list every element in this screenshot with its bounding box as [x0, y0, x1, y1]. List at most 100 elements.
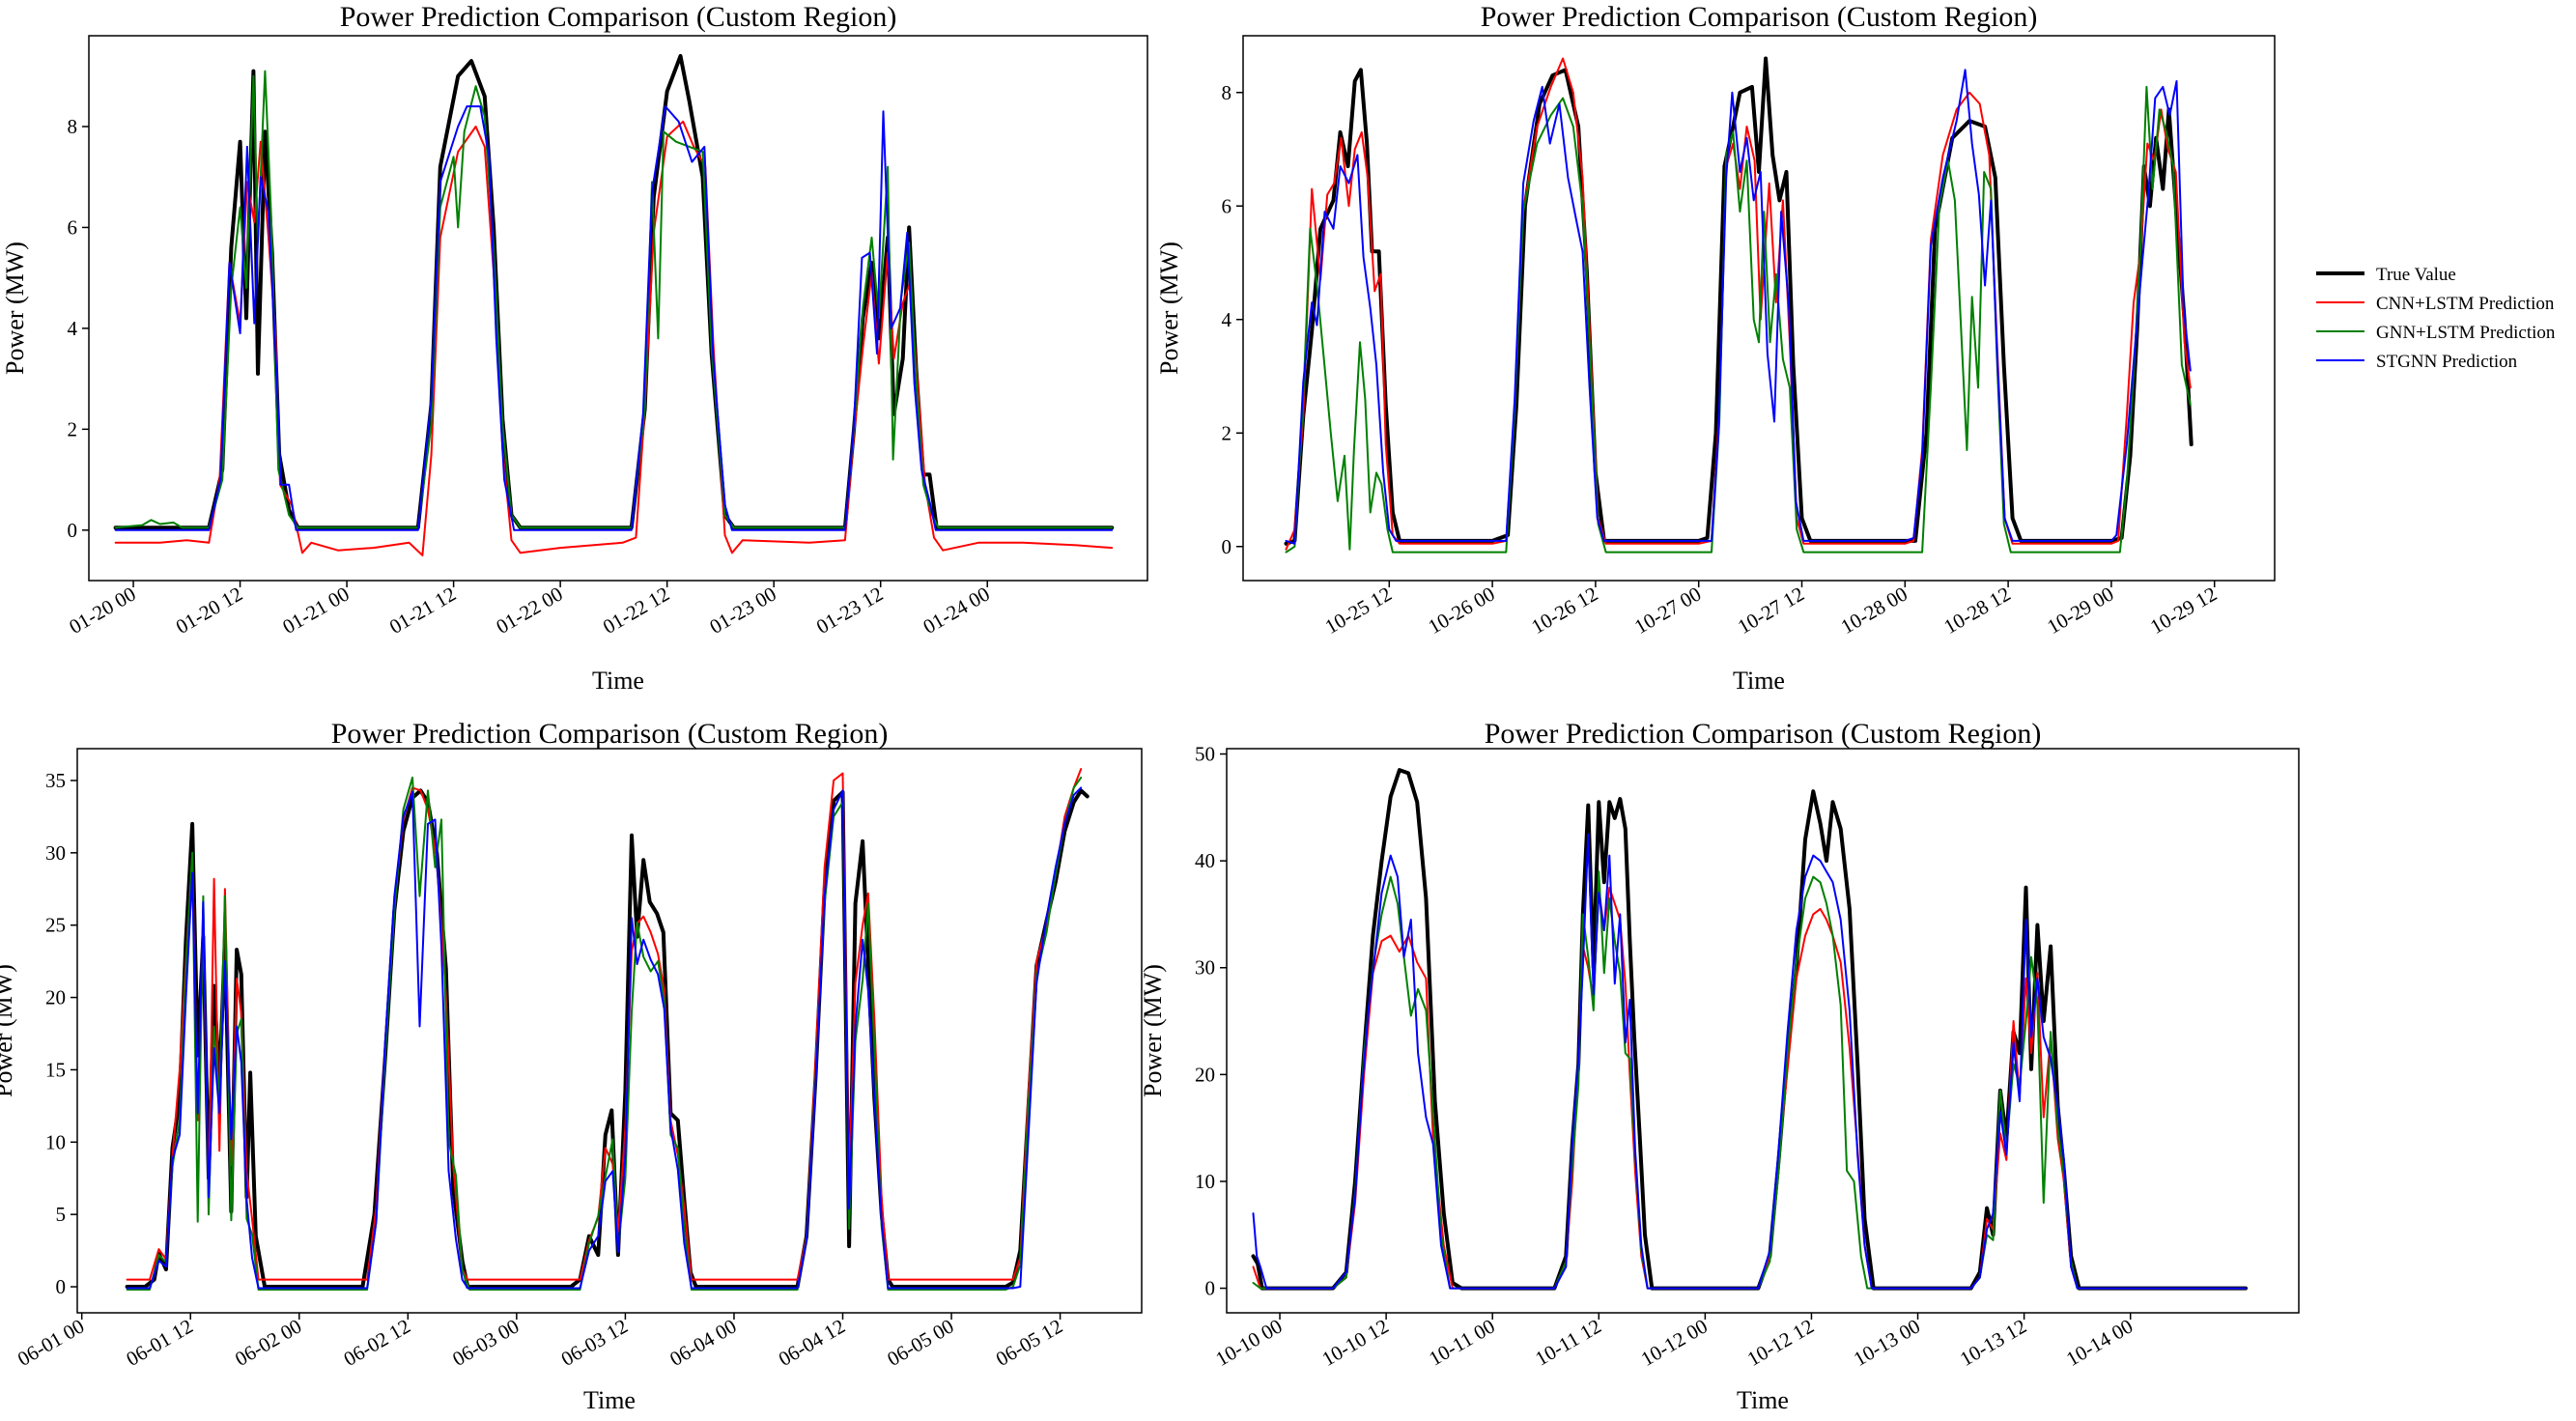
x-tick-label: 06-01 12: [123, 1315, 197, 1371]
y-tick-label: 30: [1195, 956, 1215, 980]
x-tick-label: 10-27 12: [1734, 583, 1808, 639]
axes-frame: [1242, 35, 2276, 582]
x-tick-label: 01-22 12: [599, 583, 673, 639]
y-tick-label: 0: [1222, 535, 1232, 558]
x-tick-label: 06-03 12: [557, 1315, 632, 1371]
x-tick-label: 01-23 12: [812, 583, 887, 639]
series-line-true-value: [1251, 768, 2248, 1291]
legend-label: True Value: [2376, 265, 2456, 285]
chart-1: Power Prediction Comparison (Custom Regi…: [1, 1, 1148, 695]
y-tick-label: 15: [45, 1058, 66, 1081]
series-line-stgnn-prediction: [1285, 69, 2192, 545]
legend-label: STGNN Prediction: [2376, 352, 2518, 372]
legend-label: GNN+LSTM Prediction: [2376, 323, 2556, 343]
y-tick-label: 30: [45, 841, 66, 865]
x-tick-label: 01-22 00: [492, 583, 566, 639]
chart-title: Power Prediction Comparison (Custom Regi…: [331, 718, 889, 750]
y-tick-label: 0: [56, 1275, 67, 1298]
x-tick-label: 10-11 12: [1531, 1315, 1604, 1371]
x-tick-label: 10-26 00: [1424, 583, 1498, 639]
y-tick-label: 8: [68, 115, 78, 138]
y-tick-label: 2: [1222, 421, 1232, 444]
x-tick-label: 06-01 00: [14, 1315, 88, 1371]
x-tick-label: 01-21 12: [385, 583, 460, 639]
y-axis-label: Power (MW): [0, 964, 17, 1097]
x-tick-label: 06-05 12: [992, 1315, 1066, 1371]
x-tick-label: 06-05 00: [883, 1315, 957, 1371]
chart-4: Power Prediction Comparison (Custom Regi…: [1139, 718, 2300, 1414]
series-group: [1284, 56, 2194, 554]
x-tick-label: 10-10 12: [1317, 1315, 1392, 1371]
x-tick-label: 01-23 00: [706, 583, 780, 639]
series-line-true-value: [125, 788, 1090, 1289]
y-tick-label: 50: [1195, 743, 1215, 766]
chart-3: Power Prediction Comparison (Custom Regi…: [0, 718, 1143, 1414]
y-axis-label: Power (MW): [1139, 964, 1167, 1097]
series-line-gnn-lstm-prediction: [1285, 85, 2192, 554]
x-axis-label: Time: [1737, 1386, 1789, 1414]
legend-label: CNN+LSTM Prediction: [2376, 294, 2555, 314]
x-tick-label: 06-02 12: [340, 1315, 414, 1371]
chart-title: Power Prediction Comparison (Custom Regi…: [1481, 1, 2038, 33]
series-line-stgnn-prediction: [114, 105, 1114, 531]
series-line-stgnn-prediction: [126, 786, 1083, 1290]
y-axis-label: Power (MW): [1, 242, 29, 375]
series-group: [125, 768, 1090, 1291]
y-tick-label: 20: [1195, 1063, 1215, 1086]
x-tick-label: 10-29 00: [2043, 583, 2117, 639]
x-tick-label: 06-04 00: [665, 1315, 740, 1371]
axes-frame: [1226, 748, 2300, 1314]
x-tick-label: 06-04 12: [775, 1315, 849, 1371]
series-line-cnn-lstm-prediction: [1285, 57, 2192, 551]
y-tick-label: 10: [45, 1130, 66, 1153]
y-tick-label: 8: [1222, 81, 1232, 104]
x-tick-label: 10-13 00: [1850, 1315, 1924, 1371]
y-tick-label: 4: [68, 317, 78, 340]
axes-frame: [88, 35, 1148, 582]
x-axis-label: Time: [583, 1386, 636, 1414]
x-tick-label: 10-13 12: [1956, 1315, 2030, 1371]
x-tick-label: 10-12 12: [1743, 1315, 1818, 1371]
y-tick-label: 0: [68, 519, 78, 542]
x-axis-label: Time: [1733, 667, 1785, 695]
y-tick-label: 5: [56, 1203, 67, 1226]
chart-2: Power Prediction Comparison (Custom Regi…: [1155, 1, 2276, 695]
axes-frame: [76, 748, 1143, 1314]
chart-title: Power Prediction Comparison (Custom Regi…: [340, 1, 897, 33]
y-tick-label: 35: [45, 769, 66, 792]
y-tick-label: 6: [1222, 194, 1232, 217]
x-tick-label: 01-20 00: [65, 583, 139, 639]
x-axis-label: Time: [592, 667, 644, 695]
x-tick-label: 10-14 00: [2062, 1315, 2137, 1371]
x-tick-label: 10-27 00: [1630, 583, 1705, 639]
chart-title: Power Prediction Comparison (Custom Regi…: [1485, 718, 2042, 750]
y-tick-label: 25: [45, 914, 66, 937]
x-tick-label: 10-26 12: [1527, 583, 1601, 639]
y-tick-label: 6: [68, 215, 78, 239]
legend: True Value CNN+LSTM Prediction GNN+LSTM Pr…: [2316, 265, 2556, 372]
series-line-cnn-lstm-prediction: [114, 120, 1114, 556]
x-tick-label: 01-21 00: [278, 583, 353, 639]
series-line-true-value: [1284, 56, 2194, 546]
x-tick-label: 10-25 12: [1321, 583, 1396, 639]
x-tick-label: 01-20 12: [172, 583, 246, 639]
y-axis-label: Power (MW): [1155, 242, 1183, 375]
x-tick-label: 01-24 00: [920, 583, 994, 639]
x-tick-label: 10-29 12: [2146, 583, 2221, 639]
y-tick-label: 0: [1205, 1277, 1216, 1300]
x-tick-label: 06-02 00: [231, 1315, 305, 1371]
x-tick-label: 10-28 12: [1939, 583, 2014, 639]
y-tick-label: 10: [1195, 1170, 1215, 1193]
series-line-gnn-lstm-prediction: [126, 776, 1083, 1291]
series-line-stgnn-prediction: [1252, 833, 2247, 1290]
x-tick-label: 10-12 00: [1637, 1315, 1712, 1371]
y-tick-label: 4: [1222, 308, 1232, 331]
series-group: [1251, 768, 2248, 1291]
series-line-cnn-lstm-prediction: [126, 768, 1083, 1281]
x-tick-label: 10-28 00: [1837, 583, 1911, 639]
series-group: [113, 53, 1115, 556]
x-tick-label: 10-11 00: [1425, 1315, 1498, 1371]
x-tick-label: 06-03 00: [448, 1315, 523, 1371]
y-tick-label: 2: [68, 417, 78, 441]
